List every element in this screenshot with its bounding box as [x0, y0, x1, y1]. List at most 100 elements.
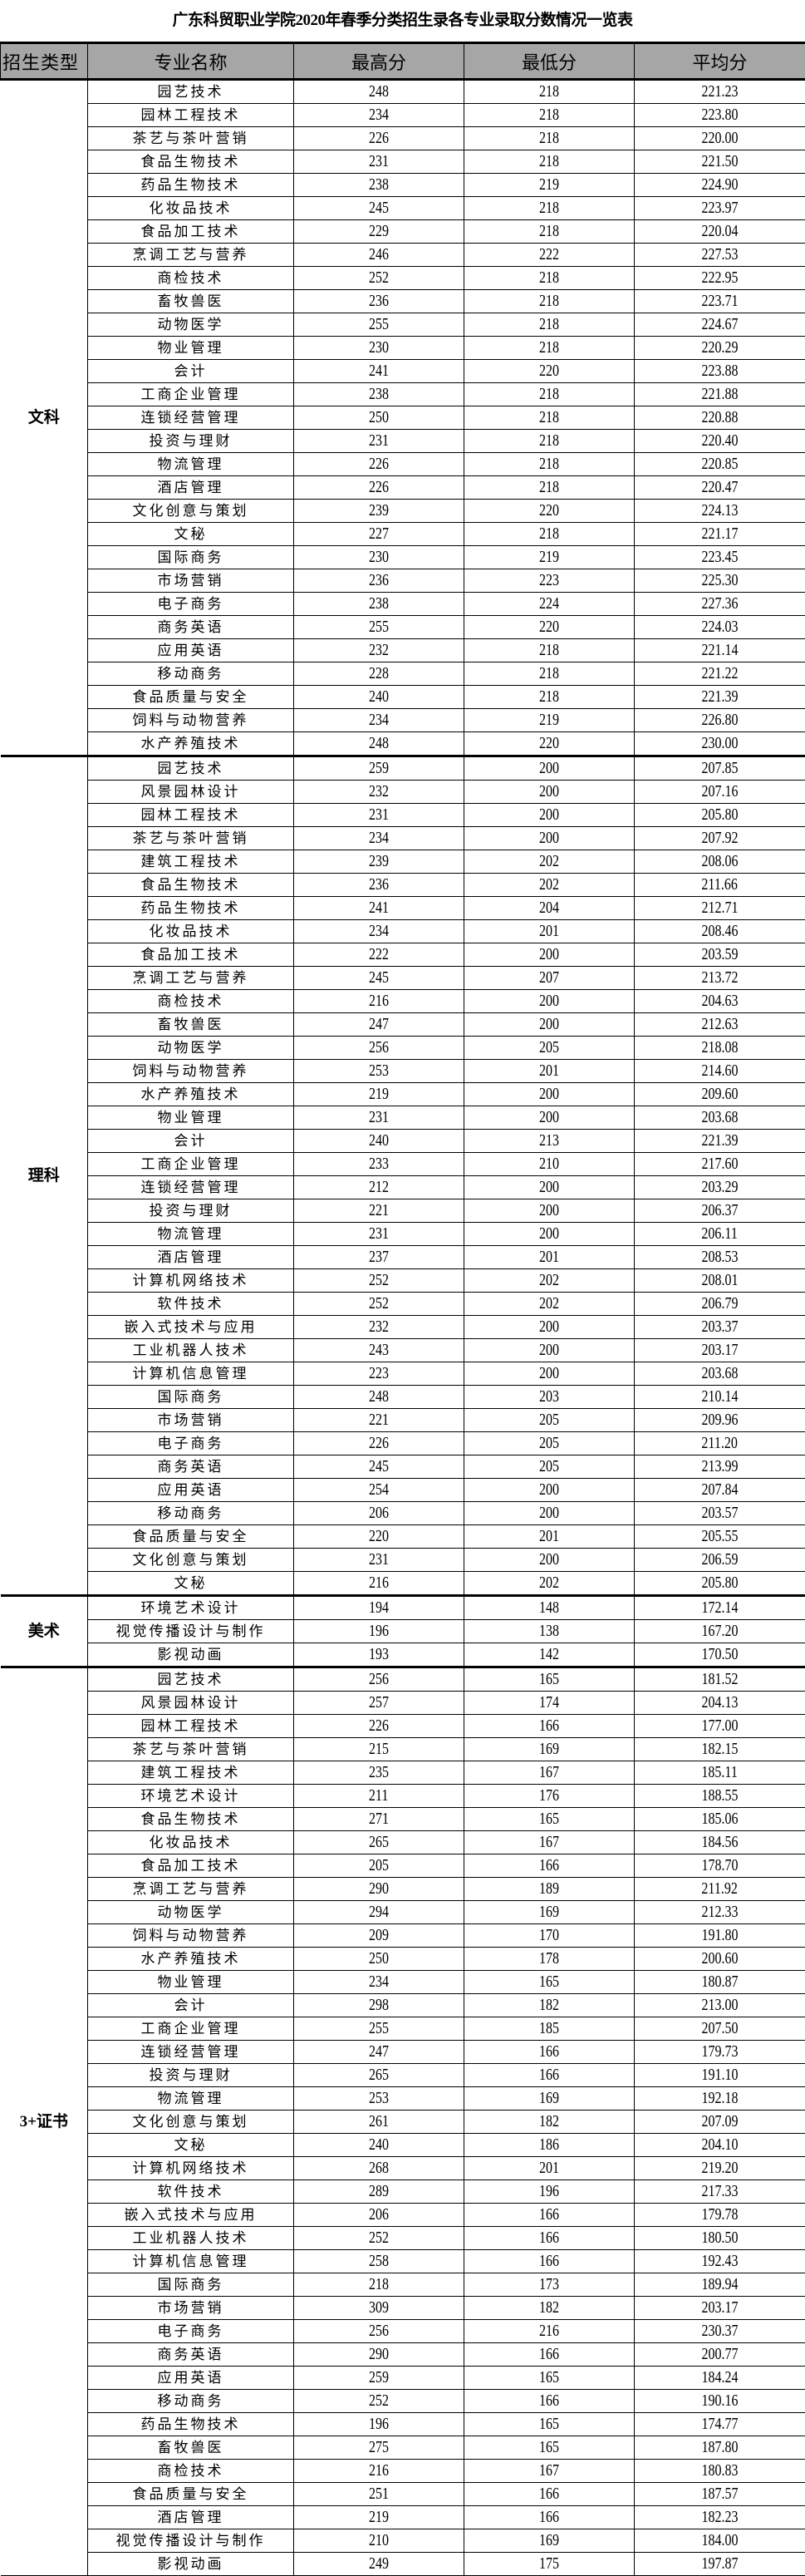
major-name-cell: 药品生物技术 [88, 2413, 294, 2436]
avg-score-cell: 185.11 [635, 1761, 805, 1785]
max-score-cell: 261 [294, 2111, 464, 2134]
avg-score-value: 204.13 [702, 1692, 739, 1713]
avg-score-value: 220.88 [702, 406, 739, 428]
max-score-cell: 236 [294, 569, 464, 593]
avg-score-value: 170.50 [702, 1643, 739, 1665]
max-score-value: 229 [369, 220, 389, 242]
min-score-value: 202 [539, 1572, 559, 1593]
min-score-value: 186 [539, 2134, 559, 2155]
min-score-value: 142 [539, 1643, 559, 1665]
min-score-cell: 201 [464, 1060, 635, 1083]
max-score-cell: 231 [294, 804, 464, 827]
max-score-value: 238 [369, 174, 389, 195]
avg-score-value: 211.66 [702, 874, 738, 895]
min-score-cell: 202 [464, 1293, 635, 1316]
max-score-cell: 234 [294, 104, 464, 127]
max-score-cell: 234 [294, 709, 464, 732]
major-name-cell: 工业机器人技术 [88, 1339, 294, 1362]
min-score-cell: 169 [464, 1901, 635, 1924]
max-score-value: 247 [369, 1013, 389, 1035]
max-score-value: 289 [369, 2180, 389, 2202]
max-score-value: 239 [369, 500, 389, 521]
min-score-value: 218 [539, 523, 559, 544]
min-score-value: 166 [539, 2343, 559, 2365]
min-score-cell: 166 [464, 2227, 635, 2250]
min-score-cell: 201 [464, 1525, 635, 1549]
max-score-value: 231 [369, 1106, 389, 1128]
major-name-cell: 移动商务 [88, 1502, 294, 1525]
min-score-cell: 186 [464, 2134, 635, 2157]
major-name-cell: 物业管理 [88, 1106, 294, 1130]
min-score-cell: 165 [464, 1808, 635, 1831]
max-score-value: 240 [369, 686, 389, 707]
max-score-value: 239 [369, 850, 389, 872]
major-name-cell: 计算机网络技术 [88, 2157, 294, 2180]
major-name-cell: 建筑工程技术 [88, 850, 294, 874]
major-name-cell: 物业管理 [88, 1971, 294, 1994]
min-score-value: 218 [539, 104, 559, 126]
min-score-value: 201 [539, 920, 559, 942]
major-name-cell: 食品加工技术 [88, 220, 294, 244]
major-name-cell: 影视动画 [88, 2553, 294, 2576]
major-name-cell: 食品质量与安全 [88, 1525, 294, 1549]
avg-score-cell: 227.36 [635, 593, 805, 616]
avg-score-value: 220.04 [702, 220, 739, 242]
major-name-cell: 计算机信息管理 [88, 2250, 294, 2273]
avg-score-cell: 207.84 [635, 1479, 805, 1502]
max-score-cell: 193 [294, 1643, 464, 1667]
min-score-value: 200 [539, 827, 559, 849]
avg-score-cell: 188.55 [635, 1785, 805, 1808]
avg-score-value: 223.71 [702, 290, 739, 312]
avg-score-cell: 192.18 [635, 2087, 805, 2111]
max-score-cell: 309 [294, 2297, 464, 2320]
min-score-cell: 200 [464, 1106, 635, 1130]
avg-score-value: 180.50 [702, 2227, 739, 2248]
avg-score-cell: 223.45 [635, 546, 805, 569]
max-score-cell: 209 [294, 1924, 464, 1948]
major-name-cell: 移动商务 [88, 662, 294, 686]
avg-score-value: 207.50 [702, 2017, 739, 2039]
major-name-cell: 软件技术 [88, 2180, 294, 2204]
min-score-cell: 218 [464, 104, 635, 127]
table-header: 招生类型 专业名称 最高分 最低分 平均分 [1, 43, 805, 80]
major-name-cell: 商检技术 [88, 2460, 294, 2483]
min-score-value: 167 [539, 1831, 559, 1853]
avg-score-value: 212.33 [702, 1901, 739, 1923]
avg-score-value: 182.23 [702, 2506, 739, 2528]
min-score-cell: 205 [464, 1432, 635, 1455]
major-name-cell: 环境艺术设计 [88, 1596, 294, 1620]
max-score-cell: 245 [294, 967, 464, 990]
min-score-value: 169 [539, 2087, 559, 2109]
major-name-cell: 药品生物技术 [88, 174, 294, 197]
avg-score-value: 221.39 [702, 686, 739, 707]
min-score-cell: 200 [464, 1549, 635, 1572]
avg-score-cell: 205.80 [635, 804, 805, 827]
max-score-cell: 219 [294, 2506, 464, 2529]
avg-score-value: 224.90 [702, 174, 739, 195]
avg-score-cell: 203.59 [635, 943, 805, 967]
major-name-cell: 投资与理财 [88, 1199, 294, 1223]
major-name-cell: 连锁经营管理 [88, 2041, 294, 2064]
avg-score-cell: 209.96 [635, 1409, 805, 1432]
max-score-value: 231 [369, 1223, 389, 1244]
major-name-cell: 工商企业管理 [88, 1153, 294, 1176]
min-score-value: 218 [539, 639, 559, 661]
max-score-value: 232 [369, 639, 389, 661]
admission-type-cell: 美术 [1, 1596, 88, 1667]
max-score-cell: 226 [294, 1715, 464, 1738]
max-score-value: 253 [369, 2087, 389, 2109]
